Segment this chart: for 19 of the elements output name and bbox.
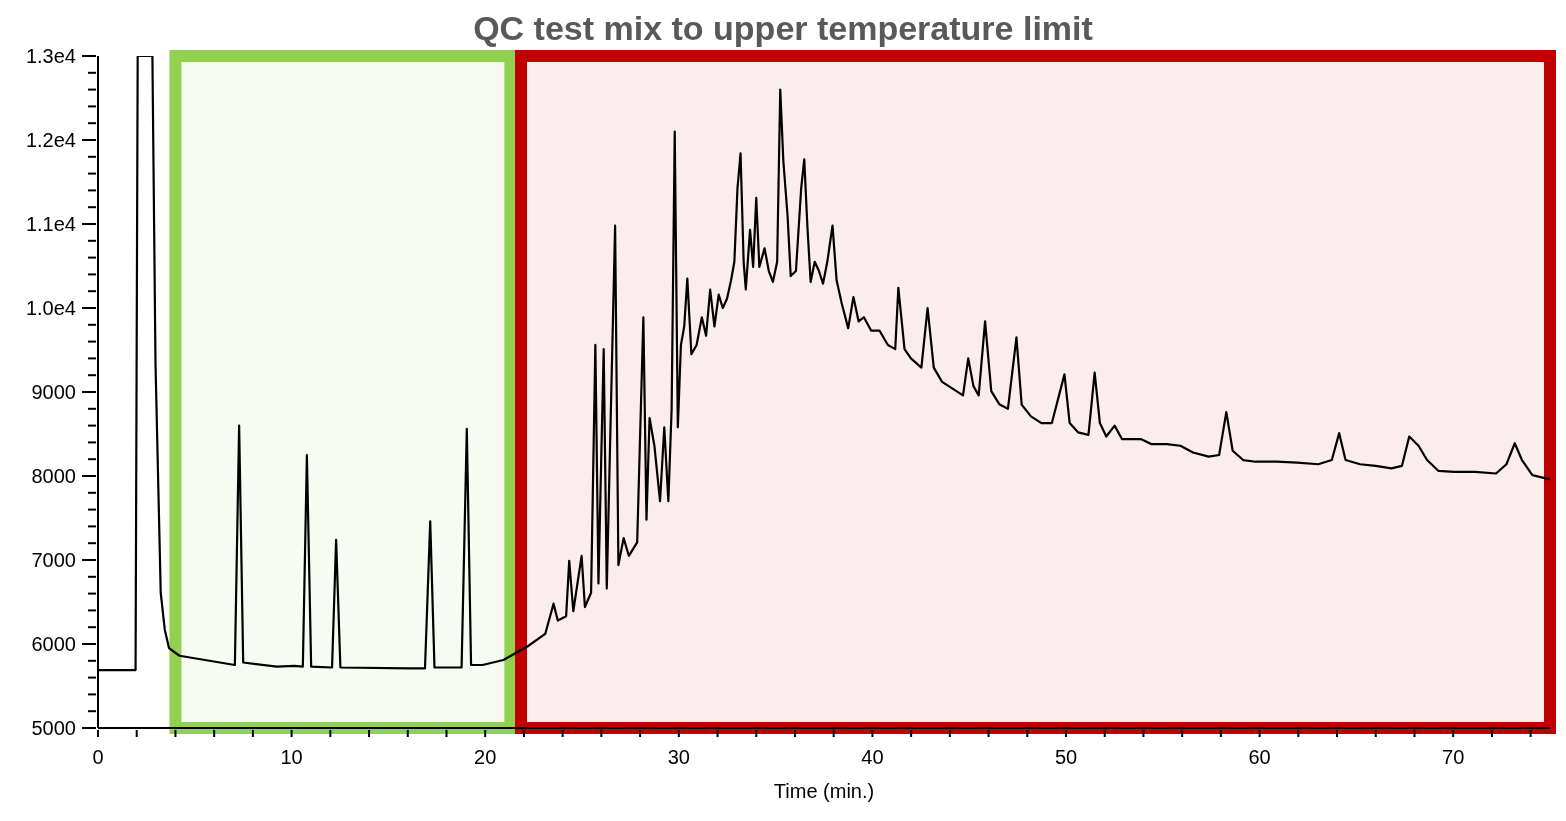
x-tick-label: 40 <box>861 746 884 768</box>
x-tick-label: 60 <box>1248 746 1271 768</box>
chart-title: QC test mix to upper temperature limit <box>473 9 1093 47</box>
y-tick-label: 1.2e4 <box>25 129 76 151</box>
y-tick-label: 1.0e4 <box>25 297 76 319</box>
x-tick-label: 0 <box>92 746 104 768</box>
x-tick-label: 70 <box>1442 746 1465 768</box>
y-tick-label: 1.1e4 <box>25 213 76 235</box>
y-tick-label: 9000 <box>31 381 76 403</box>
x-tick-label: 10 <box>280 746 303 768</box>
x-tick-label: 50 <box>1054 746 1078 768</box>
y-tick-label: 5000 <box>31 717 76 739</box>
y-tick-label: 1.3e4 <box>25 45 76 67</box>
x-tick-label: 30 <box>667 746 690 768</box>
y-tick-label: 8000 <box>31 465 76 487</box>
x-axis-title: Time (min.) <box>773 780 875 802</box>
y-tick-label: 6000 <box>31 633 76 655</box>
y-tick-label: 7000 <box>31 549 76 571</box>
x-tick-label: 20 <box>474 746 497 768</box>
